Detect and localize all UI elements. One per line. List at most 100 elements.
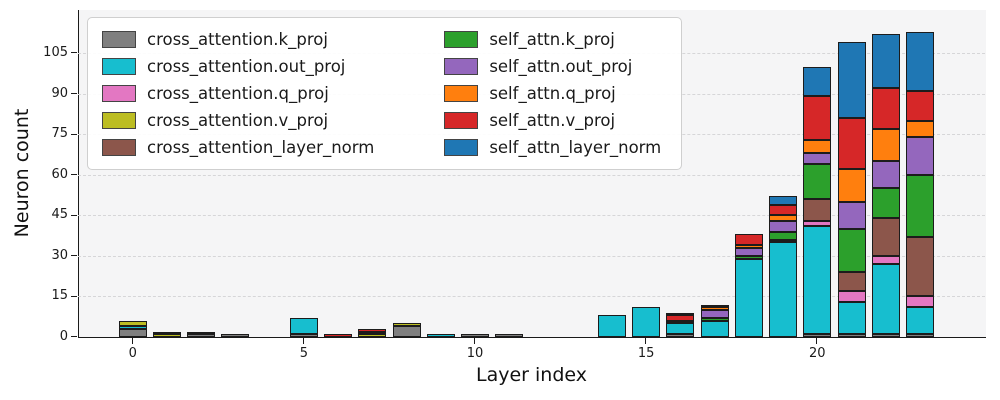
bar-segment (289, 334, 318, 337)
bar-segment (803, 153, 832, 165)
bar-segment (118, 328, 147, 337)
gridline (78, 174, 985, 176)
bar-segment (734, 255, 763, 259)
legend-swatch (102, 112, 136, 129)
x-axis-label: Layer index (476, 364, 587, 386)
bar-segment (700, 304, 729, 308)
legend: cross_attention.k_proj cross_attention.ou… (87, 17, 683, 170)
bar-segment (769, 196, 798, 205)
bar-segment (769, 220, 798, 232)
bar-segment (905, 120, 934, 137)
bar-segment (358, 331, 387, 335)
bar-segment (358, 334, 387, 337)
bar-segment (871, 88, 900, 129)
x-tick-label: 15 (637, 346, 655, 361)
bar-segment (905, 296, 934, 308)
legend-item: self_attn.q_proj (444, 84, 661, 103)
bar-segment (769, 231, 798, 240)
legend-swatch (102, 85, 136, 102)
bar-segment (221, 334, 250, 337)
bar-segment (905, 31, 934, 92)
legend-label: self_attn.k_proj (489, 30, 615, 49)
bar-segment (837, 201, 866, 229)
bar-segment (187, 334, 216, 337)
legend-item: cross_attention.out_proj (102, 57, 374, 76)
legend-swatch (102, 58, 136, 75)
legend-swatch (444, 112, 479, 129)
y-tick-label: 45 (51, 207, 68, 223)
legend-item: self_attn_layer_norm (444, 138, 661, 157)
x-tick-label: 0 (128, 346, 137, 361)
bar-segment (803, 220, 832, 227)
y-tick-mark (71, 133, 77, 135)
bar-segment (871, 188, 900, 219)
bar-segment (803, 334, 832, 337)
bar-segment (597, 315, 626, 337)
legend-label: cross_attention.v_proj (147, 111, 329, 130)
bar-segment (803, 164, 832, 200)
bar-segment (837, 118, 866, 170)
bar-segment (289, 318, 318, 335)
bar-segment (837, 301, 866, 335)
x-tick-mark (816, 338, 818, 344)
legend-label: cross_attention.out_proj (147, 57, 346, 76)
bar-segment (769, 242, 798, 337)
y-tick-mark (71, 214, 77, 216)
bar-segment (769, 215, 798, 221)
bar-segment (700, 318, 729, 321)
legend-swatch (444, 85, 479, 102)
bar-segment (734, 247, 763, 256)
y-tick-label: 60 (51, 166, 68, 182)
x-tick-mark (303, 338, 305, 344)
bar-segment (358, 328, 387, 332)
x-tick-label: 5 (299, 346, 309, 361)
gridline (78, 296, 985, 298)
bar-segment (905, 137, 934, 175)
bar-segment (426, 334, 455, 337)
bar-segment (837, 228, 866, 273)
legend-swatch (102, 31, 136, 48)
y-tick-label: 30 (51, 247, 68, 263)
bar-segment (495, 334, 524, 337)
bar-segment (666, 315, 695, 321)
legend-item: self_attn.out_proj (444, 57, 661, 76)
y-tick-label: 0 (59, 329, 68, 344)
legend-item: self_attn.k_proj (444, 30, 661, 49)
y-tick-mark (71, 336, 77, 338)
y-tick-mark (71, 295, 77, 297)
bar-segment (871, 264, 900, 335)
bar-segment (871, 161, 900, 189)
bar-segment (837, 291, 866, 302)
bar-segment (871, 34, 900, 89)
y-tick-label: 15 (51, 288, 68, 304)
bar-segment (837, 42, 866, 119)
legend-swatch (444, 139, 479, 156)
bar-segment (837, 272, 866, 292)
bar-segment (769, 239, 798, 243)
legend-swatch (102, 139, 136, 156)
bar-segment (118, 320, 147, 327)
bar-segment (666, 323, 695, 335)
bar-segment (734, 245, 763, 248)
bar-segment (803, 139, 832, 154)
x-tick-mark (131, 338, 133, 344)
bar-segment (803, 66, 832, 97)
bar-segment (905, 307, 934, 335)
x-tick-mark (474, 338, 476, 344)
y-tick-mark (71, 255, 77, 257)
legend-label: self_attn.q_proj (489, 84, 616, 103)
bar-segment (734, 234, 763, 246)
legend-label: self_attn_layer_norm (489, 138, 662, 157)
legend-item: cross_attention.k_proj (102, 30, 374, 49)
legend-label: cross_attention.k_proj (147, 30, 328, 49)
bar-segment (666, 312, 695, 316)
y-tick-mark (71, 92, 77, 94)
y-tick-label: 90 (51, 85, 68, 101)
bar-segment (152, 334, 181, 337)
bar-segment (700, 307, 729, 310)
bar-segment (871, 218, 900, 256)
bar-segment (392, 326, 421, 337)
bar-segment (803, 226, 832, 335)
bar-segment (666, 320, 695, 324)
